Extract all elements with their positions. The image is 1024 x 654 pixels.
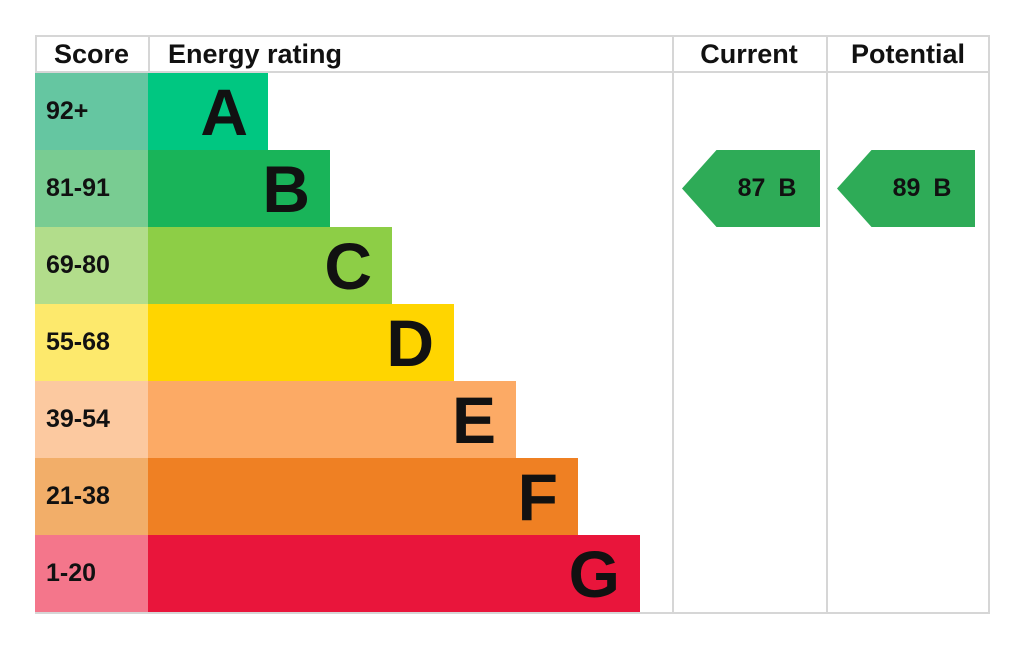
score-range-f: 21-38 — [35, 458, 148, 535]
current-column-right-border — [826, 35, 828, 614]
header-left-border — [35, 35, 37, 73]
band-row-a: 92+ A — [35, 73, 672, 150]
band-row-f: 21-38 F — [35, 458, 672, 535]
band-bar-c: C — [148, 227, 392, 304]
current-score-value: 87 — [737, 174, 766, 202]
header-row: Score Energy rating Current Potential — [35, 35, 990, 73]
current-column-header: Current — [700, 38, 798, 69]
score-range-a: 92+ — [35, 73, 148, 150]
table-top-border — [35, 35, 990, 37]
band-bar-e: E — [148, 381, 516, 458]
band-bar-b: B — [148, 150, 330, 227]
score-column-header: Score — [53, 38, 130, 69]
score-range-d: 55-68 — [35, 304, 148, 381]
band-row-d: 55-68 D — [35, 304, 672, 381]
band-letter-a: A — [200, 74, 248, 149]
epc-rating-chart: Score Energy rating Current Potential 92… — [35, 35, 990, 614]
potential-rating-arrow: 89 B — [837, 150, 975, 227]
energy-rating-column-header: Energy rating — [168, 38, 343, 69]
band-rows: 92+ A 81-91 B 69-80 C 55-68 D 39-54 E 21… — [35, 73, 672, 612]
score-column-divider — [148, 35, 150, 73]
potential-band-letter: B — [933, 174, 952, 202]
band-row-b: 81-91 B — [35, 150, 672, 227]
potential-column-header: Potential — [850, 38, 965, 69]
score-range-c: 69-80 — [35, 227, 148, 304]
band-letter-b: B — [262, 151, 310, 226]
potential-score-value: 89 — [892, 174, 921, 202]
band-letter-c: C — [324, 228, 372, 303]
band-bar-a: A — [148, 73, 268, 150]
score-range-e: 39-54 — [35, 381, 148, 458]
current-column-left-border — [672, 35, 674, 614]
current-band-letter: B — [778, 174, 797, 202]
header-bottom-border — [35, 71, 990, 73]
band-letter-e: E — [451, 382, 496, 457]
band-row-c: 69-80 C — [35, 227, 672, 304]
potential-column-right-border — [988, 35, 990, 614]
score-range-b: 81-91 — [35, 150, 148, 227]
band-bar-f: F — [148, 458, 578, 535]
band-bar-g: G — [148, 535, 640, 612]
band-bar-d: D — [148, 304, 454, 381]
band-row-e: 39-54 E — [35, 381, 672, 458]
current-rating-arrow: 87 B — [682, 150, 820, 227]
band-letter-d: D — [386, 305, 434, 380]
table-bottom-border — [35, 612, 990, 614]
score-range-g: 1-20 — [35, 535, 148, 612]
band-letter-f: F — [517, 459, 558, 534]
band-letter-g: G — [568, 536, 620, 611]
band-row-g: 1-20 G — [35, 535, 672, 612]
